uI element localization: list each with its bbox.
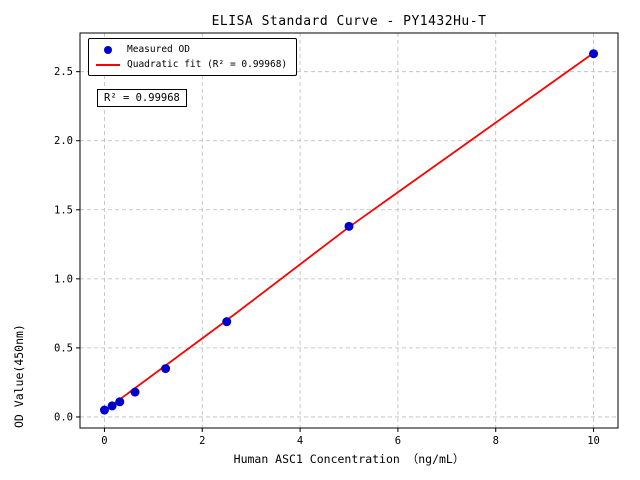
svg-text:4: 4 <box>297 435 303 447</box>
chart-legend: Measured OD Quadratic fit (R² = 0.99968) <box>88 38 298 76</box>
blue-dot-marker-icon <box>96 45 120 55</box>
svg-text:2.5: 2.5 <box>54 66 73 78</box>
legend-item-quadratic-fit: Quadratic fit (R² = 0.99968) <box>96 59 287 70</box>
chart-title: ELISA Standard Curve - PY1432Hu-T <box>211 14 487 29</box>
svg-text:0.5: 0.5 <box>54 342 73 354</box>
svg-text:2.0: 2.0 <box>54 135 73 147</box>
svg-text:10: 10 <box>587 435 600 447</box>
legend-label-quadratic-fit: Quadratic fit (R² = 0.99968) <box>127 59 288 70</box>
svg-text:6: 6 <box>395 435 401 447</box>
svg-text:2: 2 <box>199 435 205 447</box>
svg-text:8: 8 <box>493 435 499 447</box>
red-line-marker-icon <box>96 60 120 70</box>
svg-text:1.0: 1.0 <box>54 273 73 285</box>
svg-text:0: 0 <box>101 435 107 447</box>
svg-text:0.0: 0.0 <box>54 411 73 423</box>
r-squared-annotation: R² = 0.99968 <box>97 89 187 107</box>
legend-item-measured-od: Measured OD <box>96 44 287 55</box>
legend-label-measured-od: Measured OD <box>127 44 190 55</box>
svg-text:1.5: 1.5 <box>54 204 73 216</box>
x-axis-label: Human ASC1 Concentration （ng/mL） <box>233 452 465 466</box>
